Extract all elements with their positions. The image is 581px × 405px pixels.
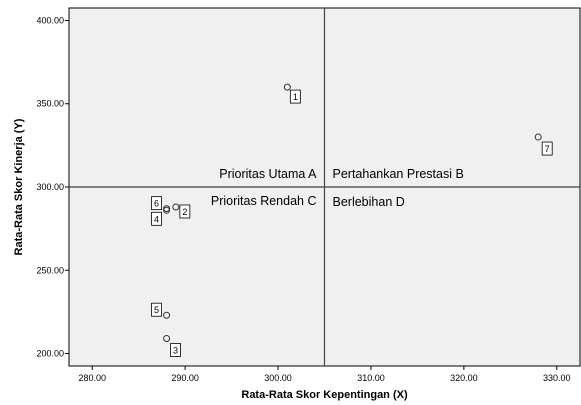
data-point: 7 — [534, 133, 553, 156]
data-point-label: 1 — [293, 92, 298, 102]
x-tick-label: 320.00 — [450, 373, 478, 383]
data-point-label-box — [541, 141, 553, 156]
data-point: 6 — [151, 196, 171, 213]
data-point-marker — [163, 205, 171, 213]
x-tick-label: 300.00 — [264, 373, 292, 383]
quadrant-label-d: Berlebihan D — [333, 195, 405, 209]
data-point-marker — [163, 335, 171, 343]
data-point-label: 7 — [545, 144, 550, 154]
data-point-marker — [283, 83, 291, 91]
data-point-label-box — [151, 302, 162, 317]
data-point-marker — [163, 311, 171, 319]
y-tick-label: 200.00 — [36, 349, 64, 359]
quadrant-labels: Prioritas Utama A Pertahankan Prestasi B… — [211, 167, 464, 209]
quadrant-label-b: Pertahankan Prestasi B — [333, 167, 464, 181]
y-axis-title: Rata-Rata Skor Kinerja (Y) — [13, 118, 25, 255]
y-tick-label: 400.00 — [36, 15, 64, 25]
data-point-marker — [172, 203, 180, 211]
data-point-label: 6 — [154, 199, 159, 209]
data-point: 2 — [172, 203, 191, 219]
data-point-label-box — [179, 204, 191, 219]
y-tick-label: 300.00 — [36, 182, 64, 192]
data-point: 3 — [163, 335, 181, 357]
x-tick-label: 330.00 — [543, 373, 571, 383]
quadrant-label-a: Prioritas Utama A — [219, 167, 317, 181]
y-tick-label: 350.00 — [36, 99, 64, 109]
data-point: 1 — [283, 83, 301, 104]
x-tick-label: 310.00 — [357, 373, 385, 383]
data-point: 5 — [151, 302, 171, 319]
data-point-marker — [534, 133, 542, 141]
axis-ticks: 280.00 290.00 300.00 310.00 320.00 330.00 200.… — [36, 15, 570, 383]
reference-lines — [69, 8, 580, 366]
data-point-label: 4 — [154, 214, 159, 224]
x-tick-label: 290.00 — [171, 373, 199, 383]
data-point-label-box — [289, 89, 301, 104]
x-axis-title: Rata-Rata Skor Kepentingan (X) — [241, 389, 408, 401]
data-point-label-box — [170, 343, 181, 357]
data-points: 1 2 3 4 5 6 7 — [151, 83, 553, 357]
data-point-label-box — [151, 196, 162, 211]
data-point-label: 5 — [154, 305, 159, 315]
data-point-label-box — [151, 211, 162, 226]
quadrant-label-c: Prioritas Rendah C — [211, 194, 317, 208]
data-point-label: 2 — [182, 207, 187, 217]
data-point-label: 3 — [173, 346, 178, 356]
x-tick-label: 280.00 — [78, 373, 106, 383]
y-tick-label: 250.00 — [36, 265, 64, 275]
